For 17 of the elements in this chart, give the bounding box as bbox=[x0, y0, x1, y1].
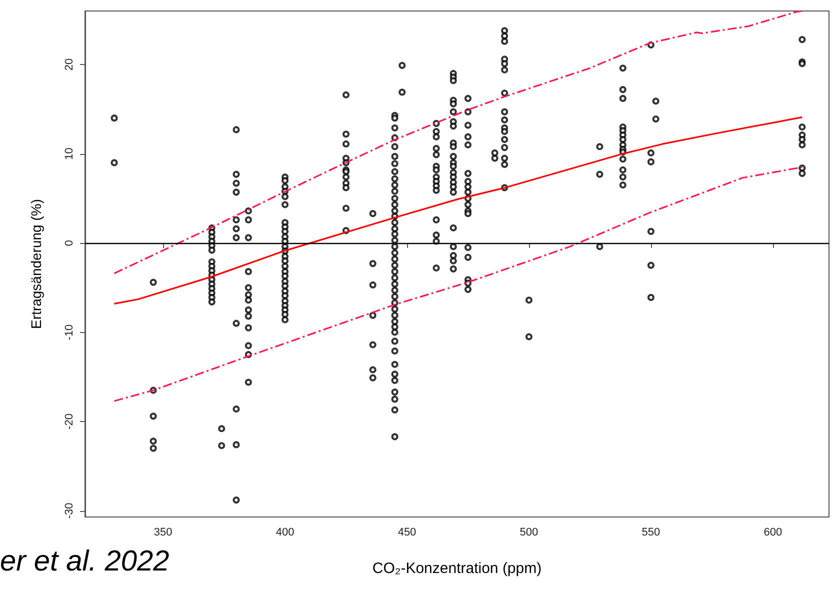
y-tick-label: 0 bbox=[64, 240, 76, 246]
line-series bbox=[113, 116, 803, 305]
x-tick-label: 500 bbox=[520, 526, 538, 538]
x-tick-label: 550 bbox=[642, 526, 660, 538]
y-tick-label: -20 bbox=[64, 414, 76, 430]
y-tick-label: 20 bbox=[64, 58, 76, 71]
x-axis-title: CO₂-Konzentration (ppm) bbox=[372, 560, 542, 577]
x-tick-label: 450 bbox=[398, 526, 416, 538]
y-axis-title: Ertragsänderung (%) bbox=[28, 199, 44, 329]
x-tick-label: 350 bbox=[154, 526, 172, 538]
y-tick-label: -10 bbox=[64, 324, 76, 340]
text: er et al. 2022 bbox=[0, 546, 170, 578]
y-tick-label: 10 bbox=[64, 148, 76, 160]
x-tick-label: 400 bbox=[276, 526, 294, 538]
y-tick-label: -30 bbox=[64, 502, 76, 519]
x-tick-label: 600 bbox=[764, 526, 782, 538]
line-series bbox=[113, 10, 803, 274]
